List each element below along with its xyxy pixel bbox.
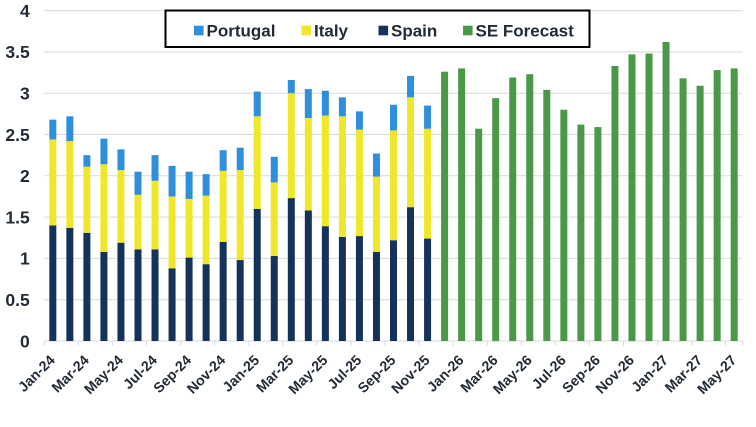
svg-text:4: 4 xyxy=(20,1,30,21)
svg-text:Portugal: Portugal xyxy=(207,21,276,40)
svg-text:SE Forecast: SE Forecast xyxy=(476,21,575,40)
svg-text:3: 3 xyxy=(20,84,30,104)
svg-text:0.5: 0.5 xyxy=(5,290,30,310)
svg-text:Italy: Italy xyxy=(314,21,349,40)
svg-text:2.5: 2.5 xyxy=(5,125,30,145)
svg-text:2: 2 xyxy=(20,166,30,186)
svg-text:1: 1 xyxy=(20,249,30,269)
svg-text:3.5: 3.5 xyxy=(5,42,30,62)
svg-text:0: 0 xyxy=(20,331,30,351)
svg-text:1.5: 1.5 xyxy=(5,207,30,227)
svg-text:Spain: Spain xyxy=(391,21,437,40)
